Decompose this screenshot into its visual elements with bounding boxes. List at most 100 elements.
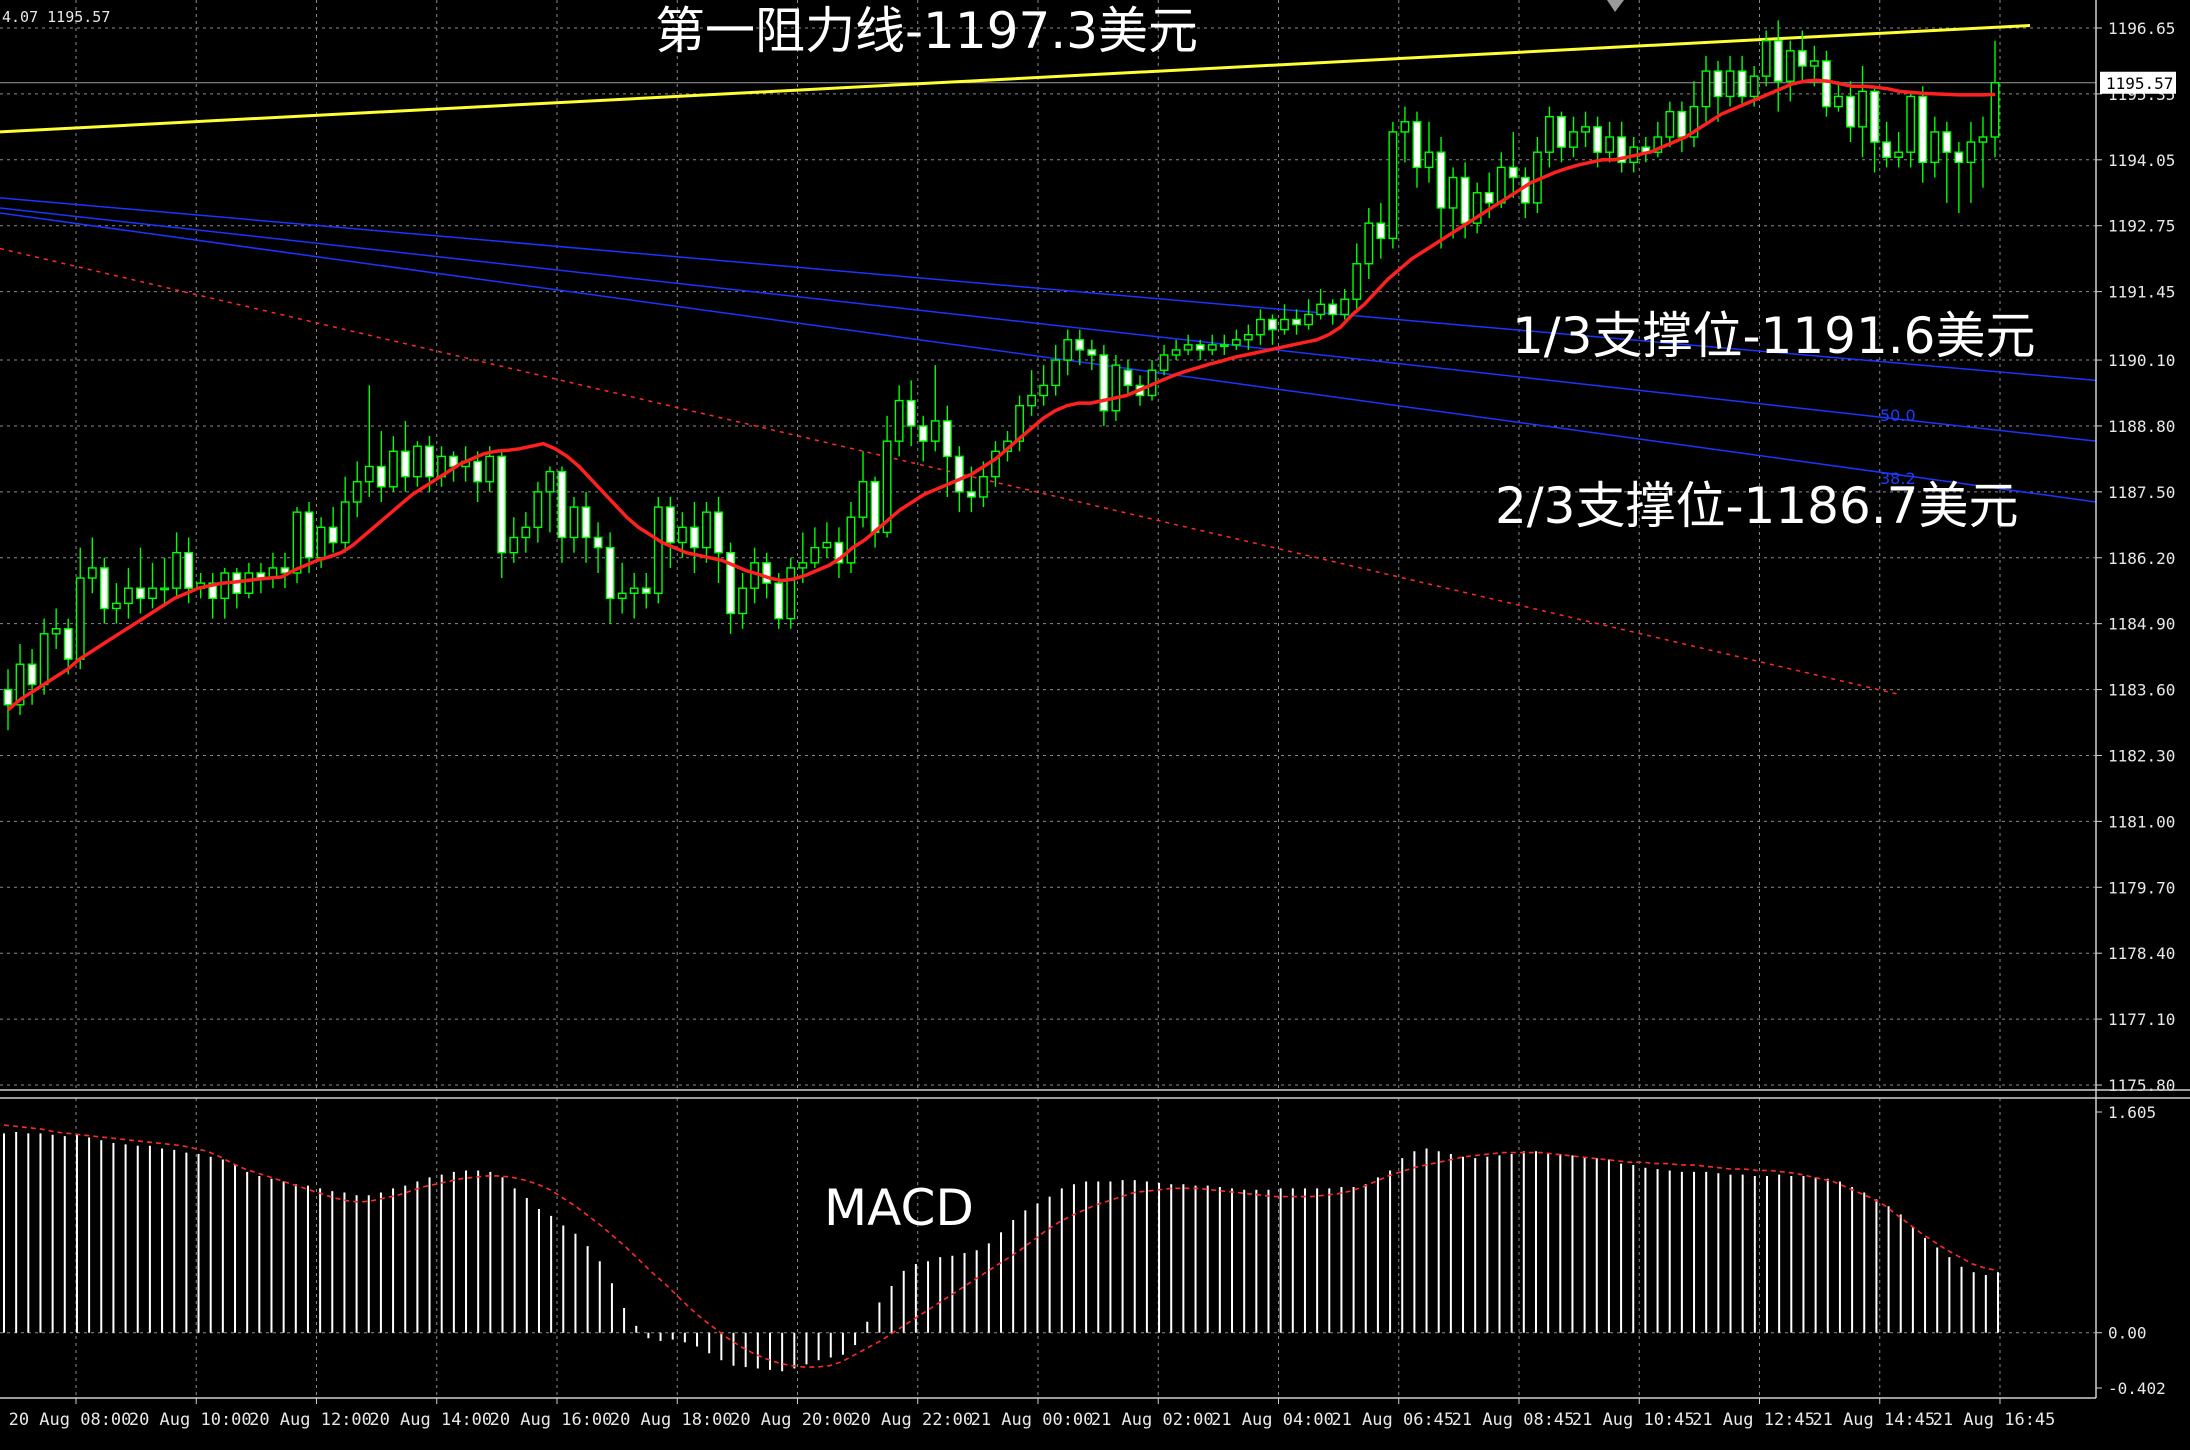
candle-body xyxy=(1448,176,1458,209)
y-tick-label: 1183.60 xyxy=(2108,681,2175,700)
header-text: 4.07 1195.57 xyxy=(2,8,110,26)
candle-body xyxy=(1328,303,1338,316)
candle-body xyxy=(1749,75,1759,98)
x-tick-label: 20 Aug 10:00 xyxy=(129,1410,252,1430)
candle-body xyxy=(689,526,699,549)
candle-body xyxy=(1412,121,1422,169)
candle-body xyxy=(1268,318,1277,331)
y-tick-label: 1178.40 xyxy=(2108,944,2175,963)
candle-body xyxy=(798,562,808,569)
candle-body xyxy=(762,562,772,584)
candle-body xyxy=(220,572,230,600)
candle-body xyxy=(244,572,254,594)
candle-body xyxy=(1255,318,1265,336)
candle-body xyxy=(87,567,97,579)
y-tick-label: 1186.20 xyxy=(2108,549,2175,568)
candle-body xyxy=(1520,176,1530,204)
candle-body xyxy=(593,536,603,549)
candle-body xyxy=(1207,344,1217,351)
candle-body xyxy=(641,587,651,594)
candle-body xyxy=(605,546,615,600)
candle-body xyxy=(99,567,109,610)
y-tick-label: 1196.65 xyxy=(2108,19,2175,38)
candle-body xyxy=(581,506,591,539)
candle-body xyxy=(1797,50,1807,67)
fib-38-label: 38.2 xyxy=(1880,469,1916,488)
x-tick-label: 20 Aug 12:00 xyxy=(249,1410,372,1430)
candle-body xyxy=(1569,131,1578,148)
trend-lines xyxy=(0,23,2097,696)
candle-body xyxy=(1183,344,1193,351)
x-tick-label: 20 Aug 08:00 xyxy=(9,1410,132,1430)
x-tick-label: 21 Aug 10:45 xyxy=(1572,1410,1695,1430)
candle-body xyxy=(1051,359,1061,387)
macd-tick-label: -0.402 xyxy=(2108,1379,2166,1398)
candle-body xyxy=(1304,313,1314,326)
candle-body xyxy=(1400,121,1410,133)
y-tick-label: 1181.00 xyxy=(2108,812,2175,831)
candle-body xyxy=(340,501,350,544)
grid-lines xyxy=(0,0,2096,1398)
resistance-line xyxy=(0,23,2031,134)
y-tick-label: 1194.05 xyxy=(2108,151,2175,170)
candle-body xyxy=(1701,70,1711,108)
candle-body xyxy=(1809,60,1819,67)
x-tick-label: 21 Aug 12:45 xyxy=(1692,1410,1815,1430)
candle-body xyxy=(906,399,916,427)
candle-body xyxy=(617,592,627,600)
candle-body xyxy=(726,551,735,615)
candle-body xyxy=(1472,192,1482,224)
candle-body xyxy=(533,491,543,529)
candle-body xyxy=(665,506,675,544)
candle-body xyxy=(1990,82,2000,138)
candle-body xyxy=(653,506,663,594)
x-tick-label: 20 Aug 22:00 xyxy=(850,1410,973,1430)
candle-body xyxy=(557,470,567,539)
candle-body xyxy=(569,506,579,539)
candle-body xyxy=(1460,176,1470,224)
candle-body xyxy=(1821,60,1831,108)
moving-average-line xyxy=(6,78,1996,712)
support-2-line xyxy=(0,212,2097,503)
y-tick-label: 1182.30 xyxy=(2108,746,2175,765)
candle-body xyxy=(1834,95,1843,108)
x-tick-label: 21 Aug 14:45 xyxy=(1812,1410,1935,1430)
y-tick-label: 1192.75 xyxy=(2108,217,2175,236)
candle-body xyxy=(1665,110,1675,138)
candle-body xyxy=(1773,39,1783,82)
candle-body xyxy=(786,567,796,620)
candle-body xyxy=(413,445,422,478)
candle-body xyxy=(1496,166,1506,204)
candle-body xyxy=(1930,131,1940,164)
current-price-label: 1195.57 xyxy=(2106,74,2173,93)
candle-body xyxy=(1581,126,1590,133)
candle-body xyxy=(942,420,952,458)
candle-body xyxy=(834,541,844,564)
candle-body xyxy=(485,455,495,483)
x-tick-label: 20 Aug 18:00 xyxy=(610,1410,733,1430)
candle-body xyxy=(1761,39,1771,77)
candle-body xyxy=(292,511,302,574)
candle-body xyxy=(1436,151,1446,209)
candle-body xyxy=(1557,116,1566,148)
macd-tick-label: 1.605 xyxy=(2108,1103,2156,1122)
candle-body xyxy=(1737,70,1747,98)
candle-body xyxy=(629,587,639,594)
candle-body xyxy=(979,475,988,498)
candle-body xyxy=(425,445,434,478)
candle-body xyxy=(1039,384,1049,397)
macd-signal-line xyxy=(3,1124,1999,1368)
candle-body xyxy=(1846,95,1855,128)
candle-body xyxy=(1689,105,1699,138)
x-tick-label: 21 Aug 04:00 xyxy=(1211,1410,1334,1430)
x-tick-label: 20 Aug 20:00 xyxy=(730,1410,853,1430)
candle-body xyxy=(1906,95,1916,153)
candle-body xyxy=(882,440,892,534)
candle-body xyxy=(328,526,338,544)
candle-body xyxy=(738,587,748,615)
y-tick-label: 1188.80 xyxy=(2108,417,2175,436)
candle-body xyxy=(1653,136,1663,153)
candle-body xyxy=(1087,349,1097,356)
